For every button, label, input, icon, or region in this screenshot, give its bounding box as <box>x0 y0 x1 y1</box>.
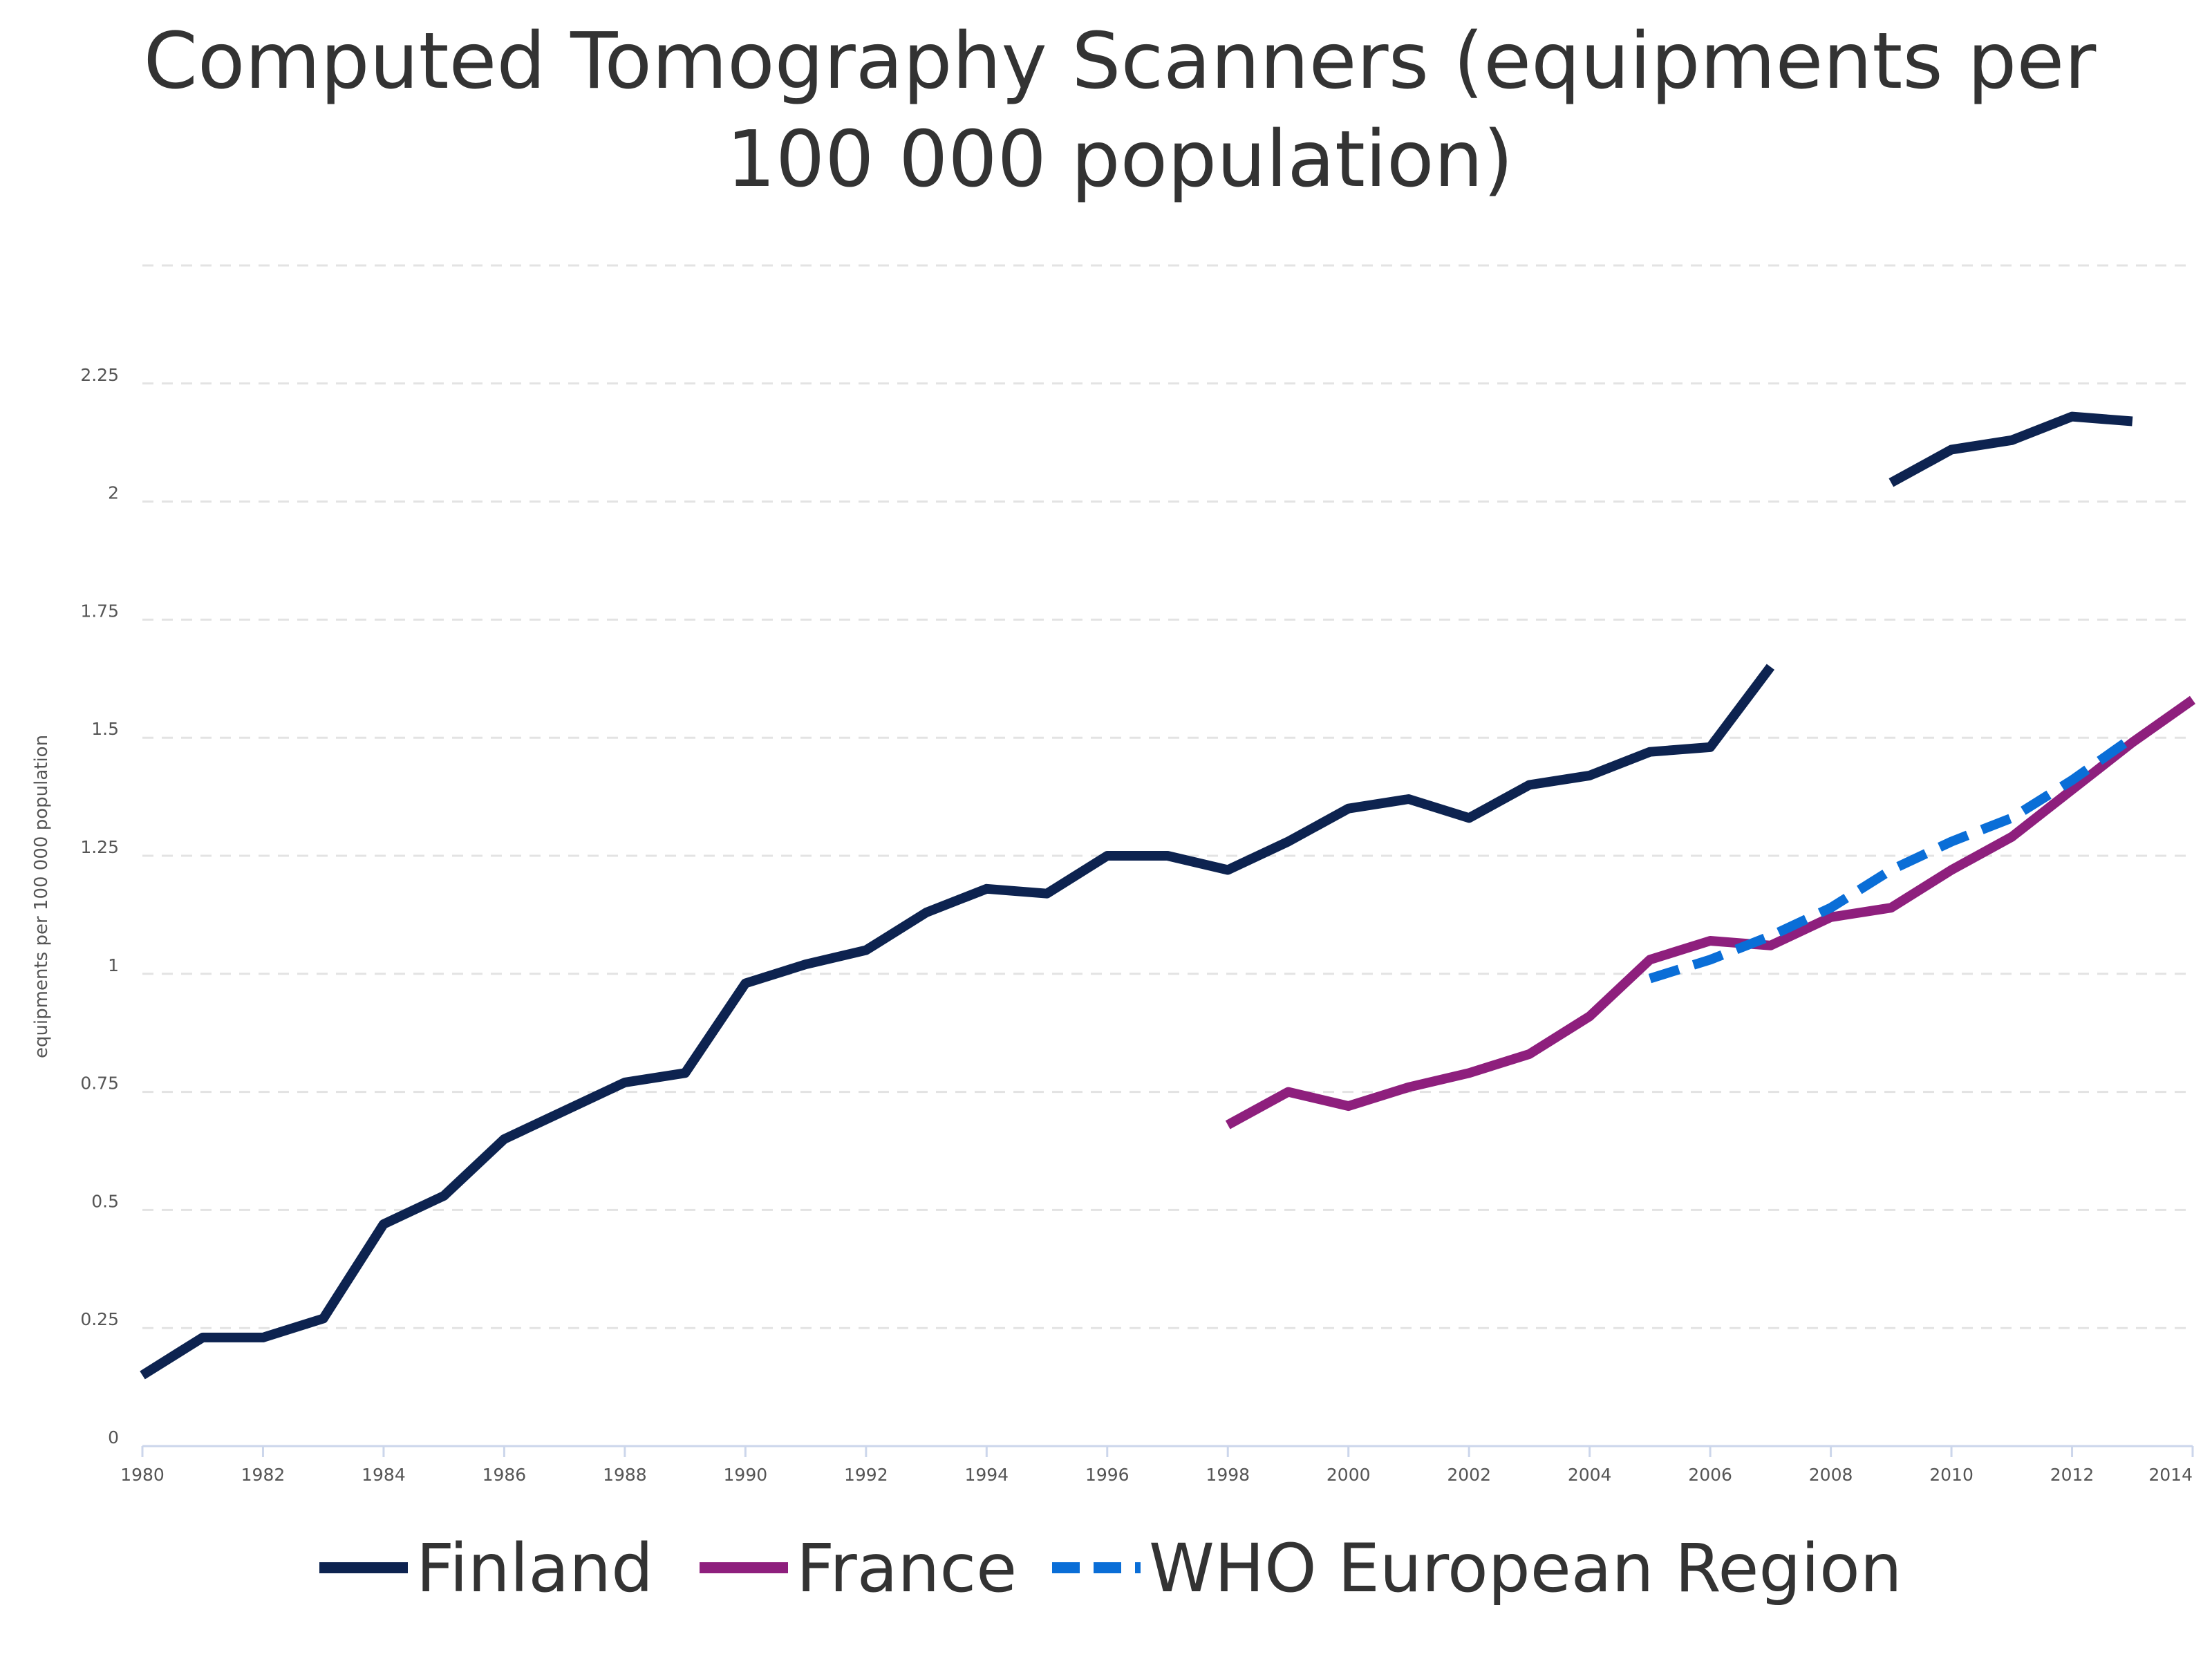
x-tick-label: 1998 <box>1206 1465 1250 1485</box>
x-tick-label: 1980 <box>120 1465 165 1485</box>
y-tick-label: 0.5 <box>91 1191 119 1211</box>
legend-item[interactable]: Finland <box>319 1530 653 1607</box>
x-tick-label: 2012 <box>2050 1465 2094 1485</box>
x-tick-label: 2010 <box>1929 1465 1974 1485</box>
x-tick-label: 2008 <box>1809 1465 1853 1485</box>
y-tick-label: 1 <box>108 955 119 975</box>
legend-label: WHO European Region <box>1149 1530 1902 1607</box>
x-tick-label: 2002 <box>1447 1465 1491 1485</box>
y-axis-label: equipments per 100 000 population <box>31 735 52 1058</box>
x-tick-label: 1988 <box>603 1465 647 1485</box>
legend-label: Finland <box>416 1530 653 1607</box>
x-tick-label: 2014 <box>2148 1465 2193 1485</box>
series-lines <box>140 411 2196 1380</box>
x-tick-label: 1996 <box>1085 1465 1130 1485</box>
y-tick-label: 0.25 <box>80 1309 119 1329</box>
x-tick-label: 2006 <box>1688 1465 1732 1485</box>
series-line[interactable] <box>1225 695 2196 1130</box>
x-tick-label: 1990 <box>724 1465 768 1485</box>
axes: 0 0.25 0.5 0.75 1 1.25 1.5 1.75 2 2.25 1980 1982 198… <box>80 365 2194 1485</box>
y-tick-label: 1.75 <box>80 601 119 621</box>
x-tick-label: 1982 <box>241 1465 285 1485</box>
legend-item[interactable]: France <box>700 1530 1017 1607</box>
x-tick-label: 1994 <box>964 1465 1009 1485</box>
y-tick-label: 1.25 <box>80 837 119 857</box>
series-france <box>1225 695 2196 1130</box>
x-tick-label: 2000 <box>1327 1465 1371 1485</box>
x-tick-label: 1992 <box>844 1465 888 1485</box>
chart-title: Computed Tomography Scanners (equipments… <box>143 17 2097 205</box>
legend[interactable]: Finland France WHO European Region <box>319 1530 1902 1607</box>
legend-item[interactable]: WHO European Region <box>1052 1530 1902 1607</box>
series-line[interactable] <box>140 664 1774 1380</box>
series-finland <box>140 411 2133 1380</box>
legend-label: France <box>796 1530 1017 1607</box>
x-tick-label: 1986 <box>482 1465 527 1485</box>
x-tick-label: 2004 <box>1568 1465 1612 1485</box>
y-tick-label: 2 <box>108 483 119 503</box>
y-tick-label: 1.5 <box>91 719 119 739</box>
y-tick-label: 2.25 <box>80 365 119 385</box>
gridlines <box>142 264 2193 1329</box>
x-tick-label: 1984 <box>362 1465 406 1485</box>
y-tick-label: 0.75 <box>80 1074 119 1094</box>
y-tick-label: 0 <box>108 1427 119 1447</box>
series-line[interactable] <box>1888 411 2133 487</box>
